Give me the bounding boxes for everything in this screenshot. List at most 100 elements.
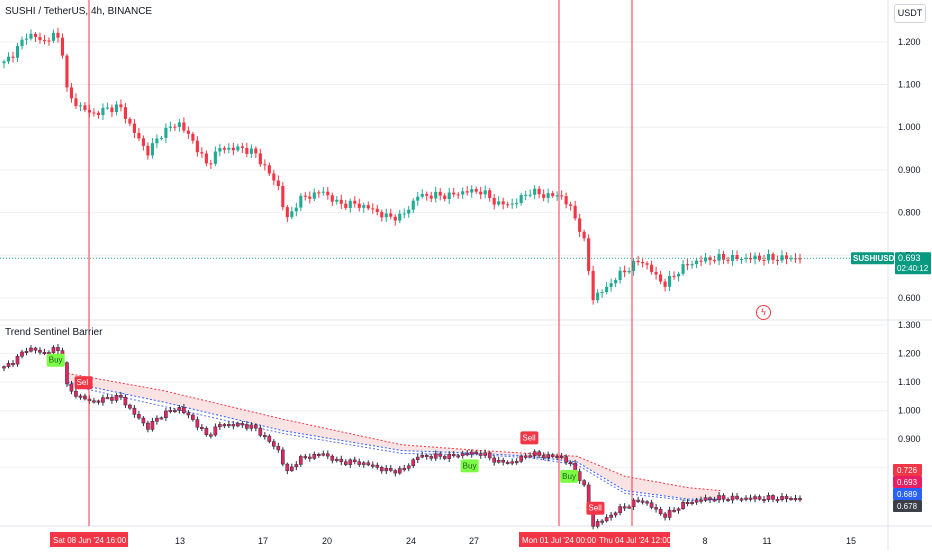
indicator-candle-body [582,480,586,486]
candle [2,59,6,69]
candle-body [227,147,231,150]
candle [258,148,262,167]
candle-body [721,254,726,260]
indicator-candle [137,411,141,420]
candle-body [168,126,172,128]
indicator-candle-body [600,520,604,523]
candle-body [614,280,618,284]
indicator-candle [442,454,447,461]
indicator-candle [303,453,308,460]
candle [659,271,663,285]
sell-signal-label: Sell [77,378,91,387]
indicator-candle [29,345,33,353]
candle [582,229,586,242]
indicator-candle-body [537,451,541,456]
candle [708,255,712,266]
candle-body [389,213,393,217]
indicator-candle [343,459,348,467]
indicator-candle [209,432,213,439]
indicator-candle-body [739,498,744,501]
indicator-candle-body [442,456,447,459]
indicator-candle [582,479,586,487]
indicator-candle-body [249,424,254,429]
candle-body [213,151,217,164]
indicator-candle [285,462,290,475]
indicator-candle-body [200,427,204,430]
candle-body [375,208,379,213]
indicator-candle-body [694,499,699,503]
candle-body [101,107,105,116]
indicator-candle [65,361,69,387]
indicator-candle [456,453,461,459]
candle-body [33,33,38,38]
indicator-candle [753,494,757,503]
indicator-candle-body [352,459,357,462]
indicator-candle-body [366,462,371,466]
indicator-candle [173,408,177,413]
candle-body [42,40,47,42]
candle [479,186,483,200]
indicator-candle-body [757,496,762,500]
indicator-candle-body [559,455,564,458]
price-tick-label: 1.200 [898,37,921,47]
candle-body [506,204,510,206]
indicator-candle-body [24,350,29,353]
indicator-candle [712,496,717,502]
candle [443,193,447,202]
candle-body [492,197,496,205]
candle-body [712,260,717,262]
indicator-candle [483,449,488,459]
indicator-candle-body [465,453,470,456]
indicator-candle-body [348,459,353,465]
indicator-candle-body [343,461,348,465]
indicator-candle-body [447,454,452,459]
candle-body [402,213,406,215]
candle-body [573,205,577,219]
buy-signal-label: Buy [562,472,576,481]
currency-button[interactable]: USDT [894,4,926,23]
candle-body [663,281,667,287]
indicator-candle [218,421,222,431]
indicator-price-tag-label: 0.726 [897,466,918,475]
indicator-candle-body [388,468,393,471]
indicator-candle [258,424,263,438]
indicator-candle-body [236,423,240,427]
indicator-candle-body [294,464,299,468]
indicator-candle [604,514,609,523]
candle-body [654,271,658,275]
indicator-candle [119,391,123,400]
candle [425,191,429,201]
candle [312,188,316,201]
candle-body [173,126,177,128]
candle [20,36,24,50]
indicator-candle [263,432,267,440]
indicator-candle-body [456,455,461,458]
candle-body [51,32,56,41]
candle-body [24,38,29,40]
candle-body [479,191,483,195]
indicator-title[interactable]: Trend Sentinel Barrier [5,327,103,338]
indicator-candle-body [402,468,407,471]
candle [177,118,181,132]
indicator-candle [654,504,658,513]
indicator-candle [465,450,470,457]
indicator-candle-body [568,461,573,464]
indicator-candle-body [613,512,618,516]
candle-body [677,273,681,277]
candle-body [717,254,721,261]
symbol-tag [851,252,894,265]
indicator-candle-body [29,347,33,352]
barrier-band [67,373,721,500]
indicator-candle [739,497,744,503]
indicator-candle-body [393,470,398,474]
candle-body [281,186,285,208]
indicator-candle [357,458,362,467]
candle [29,29,33,41]
lightning-icon[interactable]: ϟ [756,305,771,320]
indicator-candle-body [321,453,326,456]
indicator-candle [645,500,649,506]
indicator-candle-body [83,395,87,400]
candle-body [587,238,591,271]
